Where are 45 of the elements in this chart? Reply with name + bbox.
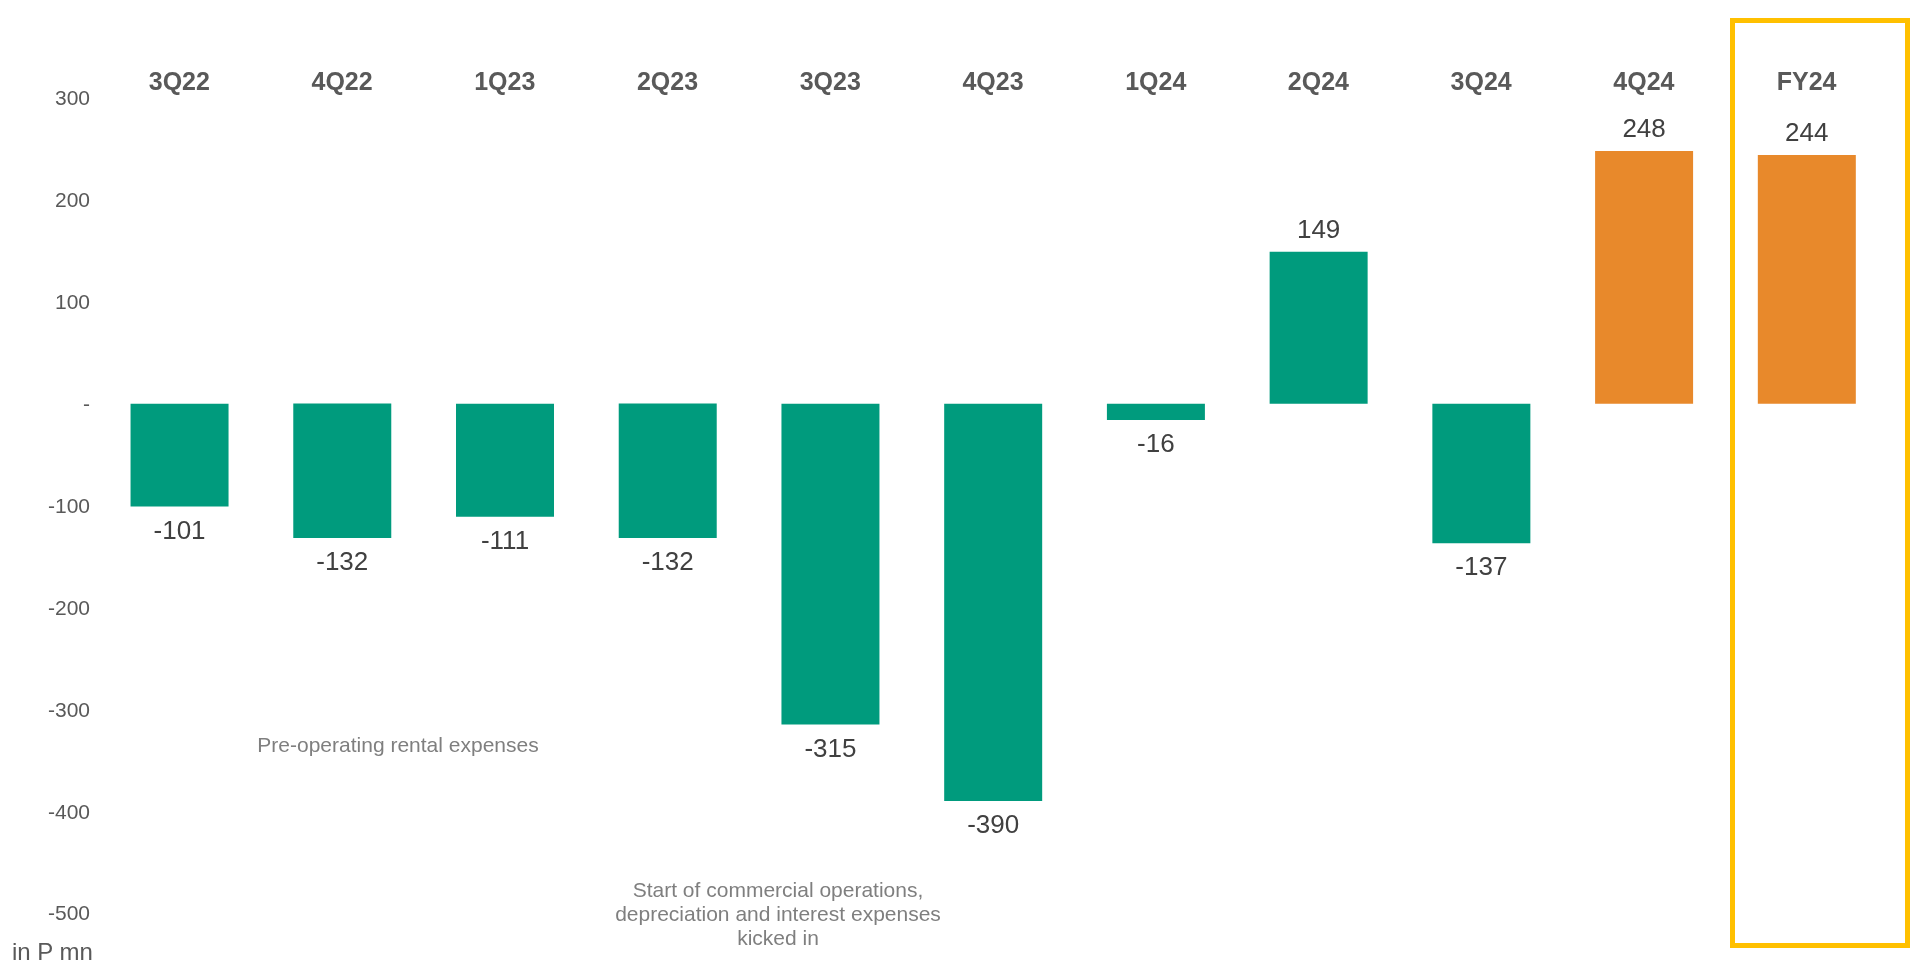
x-tick-label: 4Q24 [1613, 67, 1675, 95]
annotation: Pre-operating rental expenses [256, 733, 540, 757]
data-label: -16 [1137, 427, 1175, 458]
data-label: -315 [804, 732, 857, 763]
y-tick-label: - [83, 392, 90, 416]
x-tick-label: FY24 [1776, 67, 1837, 95]
data-label: -111 [480, 524, 530, 555]
x-tick-label: 2Q24 [1287, 67, 1350, 95]
bar [293, 403, 392, 539]
x-tick-label: 2Q23 [636, 67, 699, 95]
bar [1757, 155, 1856, 404]
y-tick-label: -500 [47, 901, 90, 925]
y-tick-label: -100 [47, 493, 90, 517]
bar [456, 403, 554, 517]
bar [618, 403, 717, 539]
y-tick-label: -200 [47, 595, 90, 619]
data-label: -132 [316, 546, 369, 577]
x-tick-label: 1Q23 [474, 67, 536, 95]
y-axis-title: in P mn [12, 938, 93, 965]
y-tick-label: 100 [54, 290, 90, 314]
bar [1595, 150, 1694, 404]
x-tick-label: 3Q24 [1450, 67, 1512, 95]
y-tick-label: 300 [54, 86, 90, 110]
annotation: Start of commercial operations, depreciation and interest expenses kicked in [614, 878, 942, 950]
y-tick-label: -300 [47, 697, 90, 721]
y-tick-label: -400 [47, 799, 90, 823]
bar [1432, 403, 1531, 544]
x-tick-label: 4Q22 [311, 67, 373, 95]
bar [1106, 403, 1205, 420]
x-tick-label: 3Q23 [799, 67, 861, 95]
data-label: -132 [641, 546, 694, 577]
y-tick-label: 200 [54, 188, 90, 212]
data-label: -390 [967, 808, 1020, 839]
bar [1269, 251, 1368, 404]
x-tick-label: 3Q22 [148, 67, 210, 95]
data-label: 149 [1296, 213, 1341, 244]
bar [130, 403, 229, 507]
data-label: 248 [1622, 112, 1666, 143]
data-label: -101 [153, 514, 206, 545]
data-label: -137 [1455, 551, 1508, 582]
bar [781, 403, 880, 725]
x-tick-label: 4Q23 [962, 67, 1024, 95]
bar [944, 403, 1043, 801]
data-label: 244 [1785, 117, 1829, 148]
x-tick-label: 1Q24 [1125, 67, 1187, 95]
